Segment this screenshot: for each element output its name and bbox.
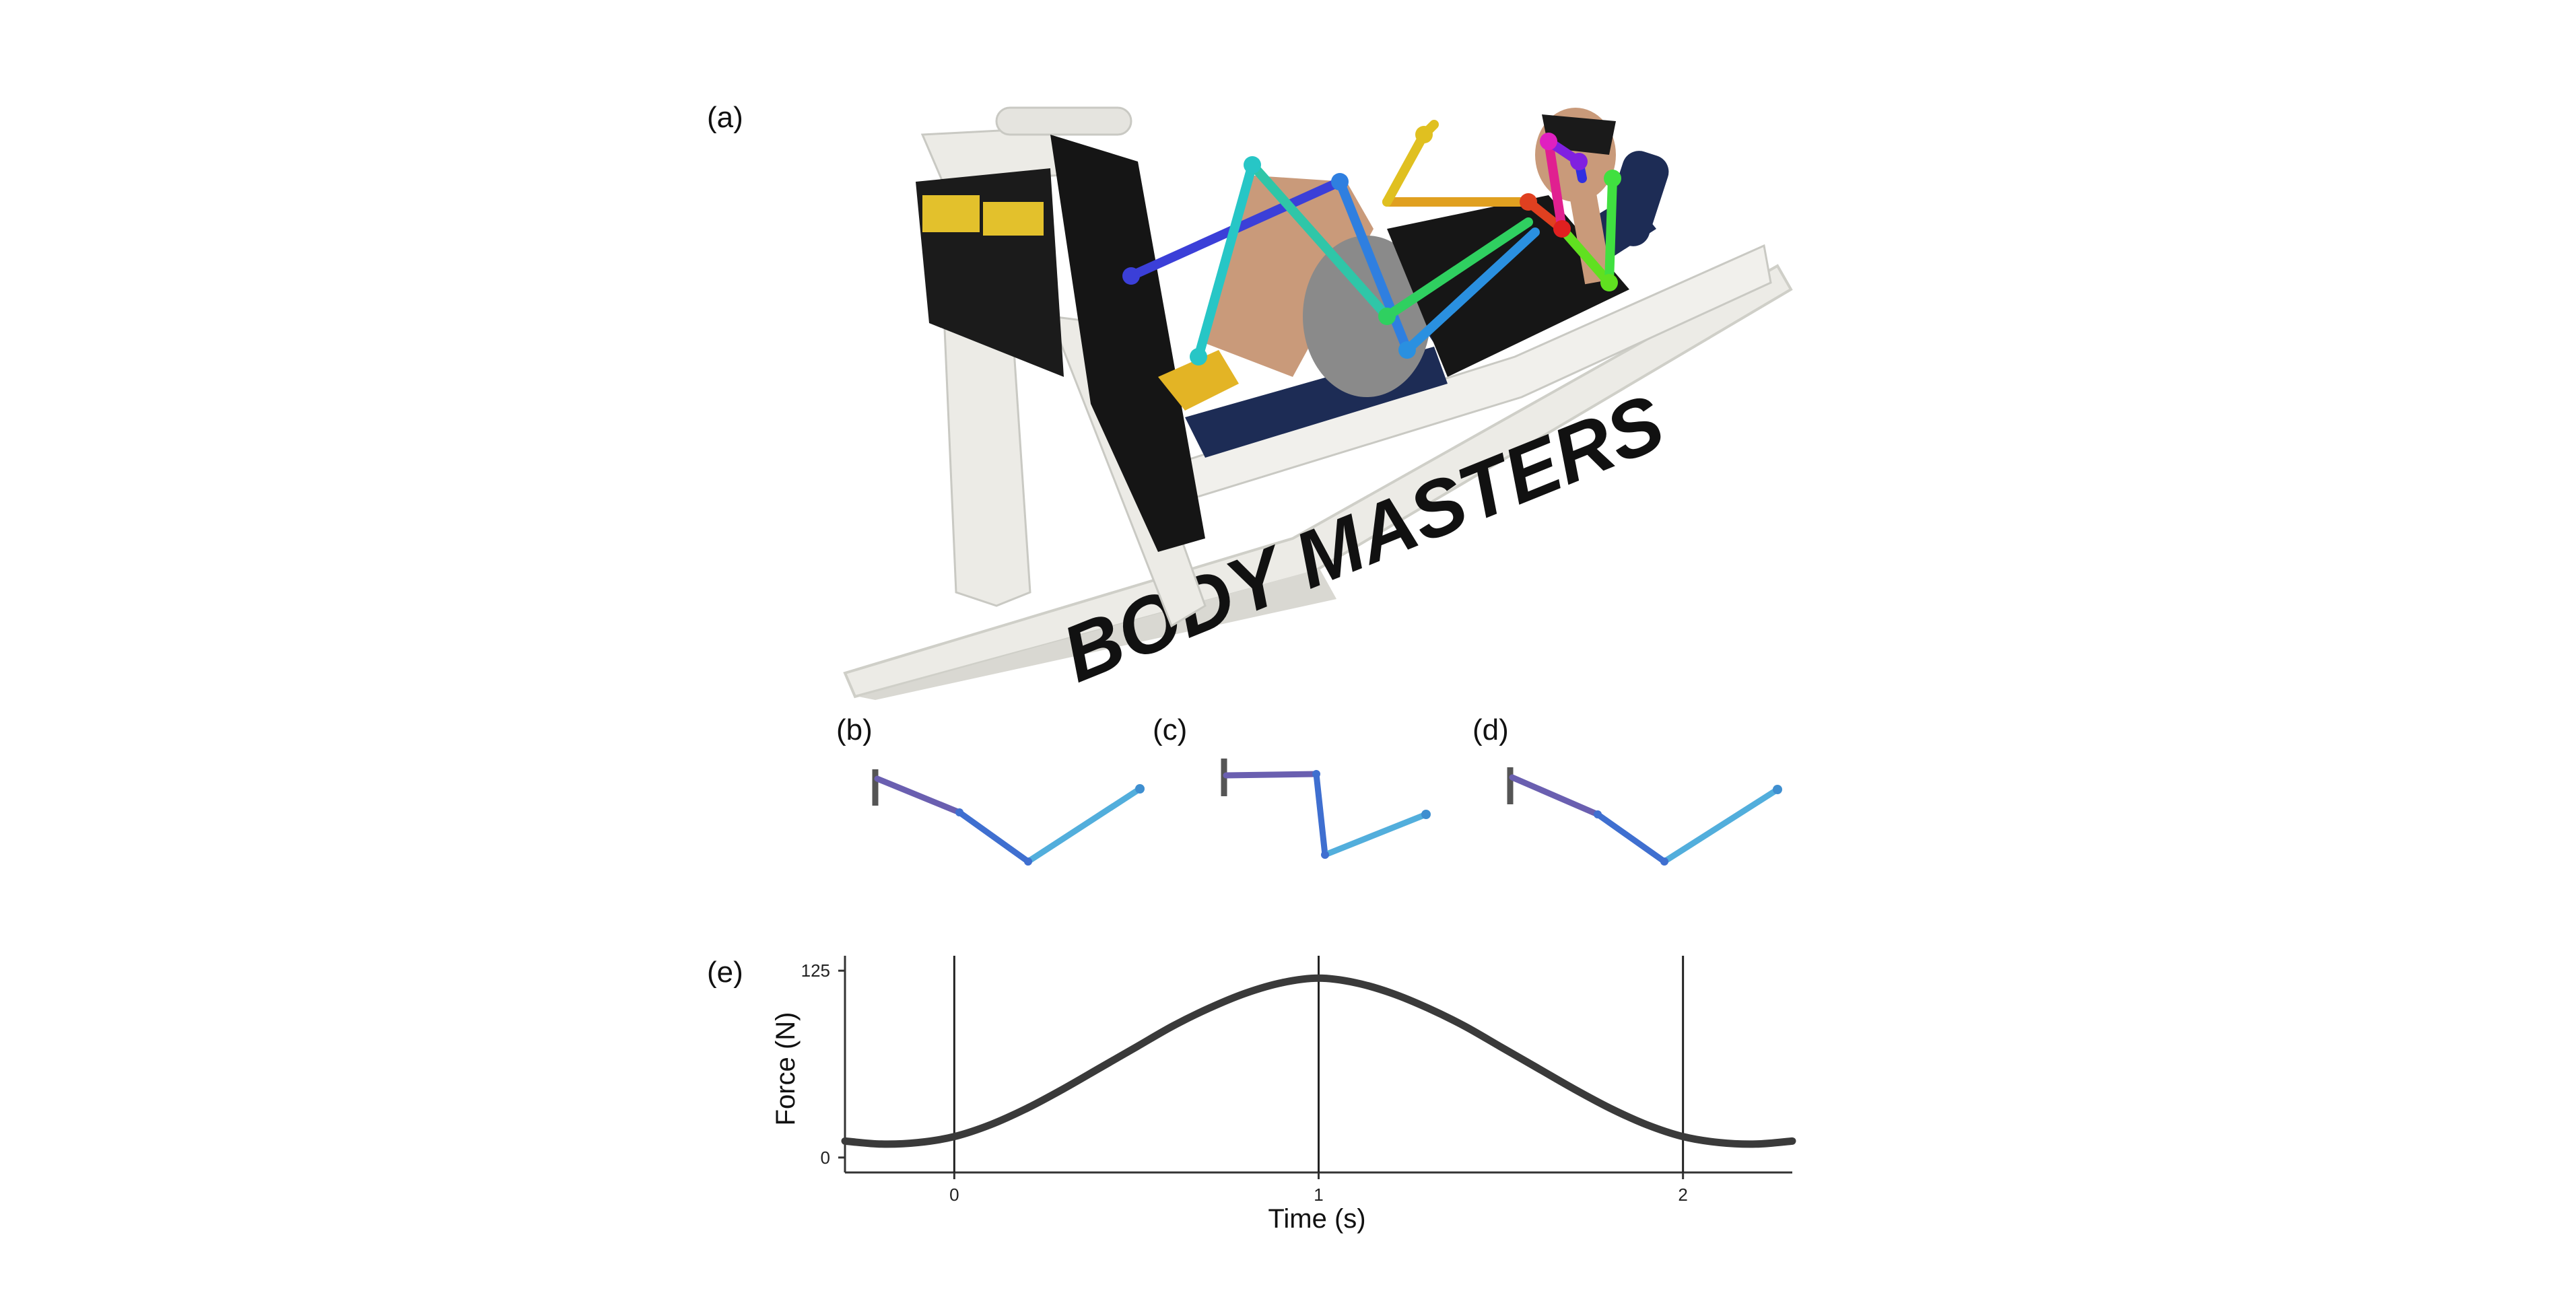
panel-label-c: (c) [1153, 713, 1188, 746]
y-tick-label: 125 [801, 960, 830, 981]
x-tick-label: 0 [949, 1185, 959, 1205]
x-tick-label: 1 [1314, 1185, 1323, 1205]
panel-label-a: (a) [707, 101, 743, 134]
x-tick-label: 2 [1678, 1185, 1687, 1205]
force-line [841, 974, 1796, 1148]
chart-vlines [953, 956, 1685, 1172]
panel-label-e: (e) [707, 956, 743, 989]
panel-label-b: (b) [836, 713, 873, 746]
y-axis-title: Force (N) [771, 1012, 801, 1126]
panel-label-d: (d) [1472, 713, 1509, 746]
y-tick-label: 0 [821, 1148, 830, 1168]
x-axis-title: Time (s) [1268, 1204, 1365, 1234]
chart-ticks: 0 1 2 0 125 [801, 960, 1688, 1205]
